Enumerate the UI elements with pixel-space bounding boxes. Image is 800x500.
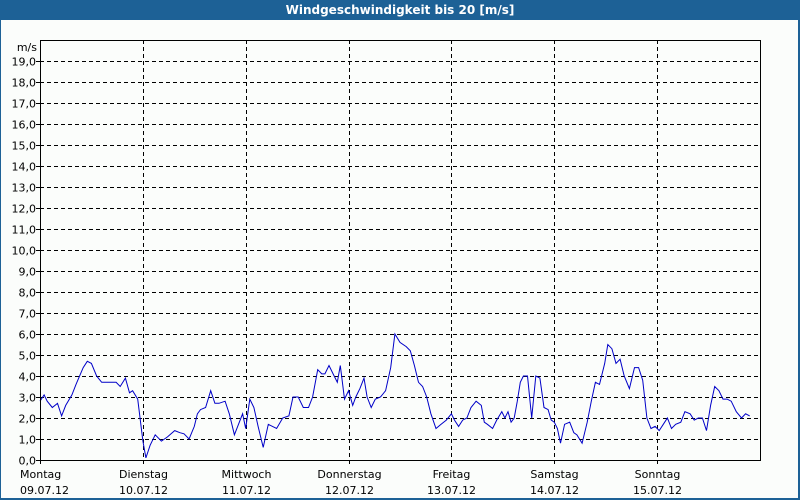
y-tick-label: 2,0 xyxy=(19,413,37,426)
y-tick-label: 7,0 xyxy=(19,308,37,321)
y-tick-label: 15,0 xyxy=(12,140,37,153)
x-day-label: Donnerstag xyxy=(317,468,381,481)
x-day-label: Dienstag xyxy=(119,468,168,481)
x-date-label: 13.07.12 xyxy=(427,484,476,497)
x-day-label: Freitag xyxy=(433,468,471,481)
x-date-label: 11.07.12 xyxy=(222,484,271,497)
y-axis-unit-label: m/s xyxy=(17,41,37,54)
y-tick-label: 16,0 xyxy=(12,119,37,132)
x-day-label: Mittwoch xyxy=(222,468,272,481)
y-tick-label: 0,0 xyxy=(19,455,37,468)
x-date-label: 12.07.12 xyxy=(325,484,374,497)
y-tick-label: 5,0 xyxy=(19,350,37,363)
plot-frame xyxy=(40,40,761,461)
x-date-label: 15.07.12 xyxy=(633,484,682,497)
y-tick-label: 3,0 xyxy=(19,392,37,405)
wind-speed-line xyxy=(39,332,750,459)
x-day-label: Montag xyxy=(20,468,61,481)
y-tick-label: 4,0 xyxy=(19,371,37,384)
y-tick-label: 1,0 xyxy=(19,434,37,447)
y-tick-label: 17,0 xyxy=(12,98,37,111)
vertical-gridlines xyxy=(143,40,658,460)
x-date-label: 09.07.12 xyxy=(20,484,69,497)
x-day-label: Sonntag xyxy=(635,468,681,481)
y-tick-label: 13,0 xyxy=(12,182,37,195)
y-tick-label: 8,0 xyxy=(19,287,37,300)
chart-canvas: 0,0 1,0 2,0 3,0 4,0 5,0 6,0 7,0 8,0 9,0 10,0 11,0 12… xyxy=(1,20,798,498)
y-tick-label: 14,0 xyxy=(12,161,37,174)
x-axis-labels: Montag 09.07.12 Dienstag 10.07.12 Mittwoch 11… xyxy=(20,460,682,497)
y-tick-label: 18,0 xyxy=(12,77,37,90)
horizontal-gridlines xyxy=(40,61,760,440)
y-tick-label: 10,0 xyxy=(12,245,37,258)
x-date-label: 10.07.12 xyxy=(119,484,168,497)
chart-title: Windgeschwindigkeit bis 20 [m/s] xyxy=(285,3,515,17)
y-tick-label: 9,0 xyxy=(19,266,37,279)
y-tick-label: 6,0 xyxy=(19,329,37,342)
wind-speed-chart: 0,0 1,0 2,0 3,0 4,0 5,0 6,0 7,0 8,0 9,0 10,0 11,0 12… xyxy=(12,40,761,497)
y-axis-ticks: 0,0 1,0 2,0 3,0 4,0 5,0 6,0 7,0 8,0 9,0 10,0 11,0 12… xyxy=(12,56,40,468)
y-tick-label: 12,0 xyxy=(12,203,37,216)
y-tick-label: 11,0 xyxy=(12,224,37,237)
x-date-label: 14.07.12 xyxy=(530,484,579,497)
x-day-label: Samstag xyxy=(530,468,578,481)
y-tick-label: 19,0 xyxy=(12,56,37,69)
